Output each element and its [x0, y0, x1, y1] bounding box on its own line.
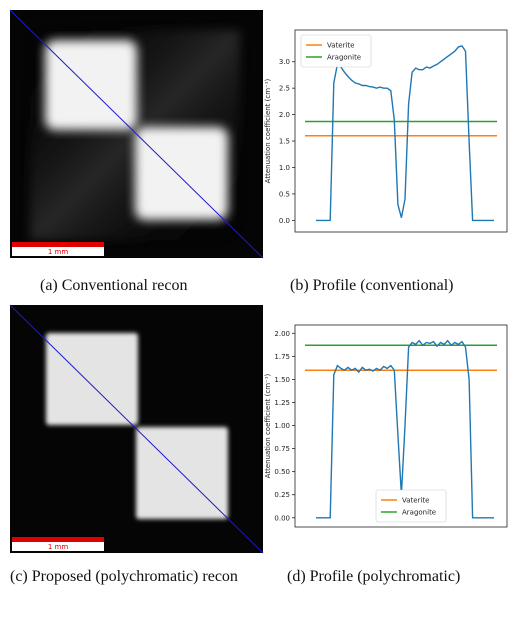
profile-line [316, 45, 494, 222]
scale-label: 1 mm [48, 248, 68, 256]
plot-frame [294, 29, 508, 233]
y-tick-label: 2.5 [279, 85, 290, 93]
legend-box [300, 34, 372, 68]
y-tick-label: 1.00 [274, 422, 290, 430]
legend-label: Vaterite [327, 42, 354, 50]
y-tick-label: 0.5 [279, 190, 290, 198]
image-conventional: 1 mm [9, 9, 264, 259]
y-tick-label: 0.25 [274, 491, 290, 499]
y-tick-label: 1.0 [279, 164, 290, 172]
chart: 0.0 0.5 1.0 1.5 2.0 2.5 3.0 Attenuation coeffic… [264, 29, 508, 233]
caption: (a) Conventional recon [40, 277, 188, 294]
profile-line [316, 339, 494, 519]
y-tick-label: 3.0 [279, 58, 290, 66]
y-tick-label: 0.0 [279, 217, 290, 225]
y-tick-label: 0.00 [274, 514, 290, 522]
y-tick-label: 1.50 [274, 376, 290, 384]
chart: 0.00 0.25 0.50 0.75 1.00 1.25 1.50 1.75 2.00 Atte… [264, 324, 508, 528]
legend-box [375, 489, 447, 523]
caption: (d) Profile (polychromatic) [287, 568, 461, 585]
y-tick-label: 2.0 [279, 111, 290, 119]
caption: (c) Proposed (polychromatic) recon [10, 568, 238, 585]
y-tick-label: 1.5 [279, 138, 290, 146]
image-polychromatic: 1 mm [9, 304, 264, 554]
y-tick-label: 1.25 [274, 399, 290, 407]
y-tick-label: 2.00 [274, 330, 290, 338]
legend: Vaterite Aragonite [375, 489, 447, 523]
caption: (b) Profile (conventional) [290, 277, 454, 294]
y-tick-label: 0.50 [274, 468, 290, 476]
legend: Vaterite Aragonite [300, 34, 372, 68]
legend-label: Vaterite [402, 497, 429, 505]
legend-label: Aragonite [402, 509, 436, 517]
y-tick-label: 0.75 [274, 445, 290, 453]
y-axis-label: Attenuation coefficient (cm⁻¹) [264, 373, 272, 478]
y-tick-label: 1.75 [274, 353, 290, 361]
y-axis-label: Attenuation coefficient (cm⁻¹) [264, 78, 272, 183]
plot-frame [294, 324, 508, 528]
scale-label: 1 mm [48, 543, 68, 551]
legend-label: Aragonite [327, 54, 361, 62]
